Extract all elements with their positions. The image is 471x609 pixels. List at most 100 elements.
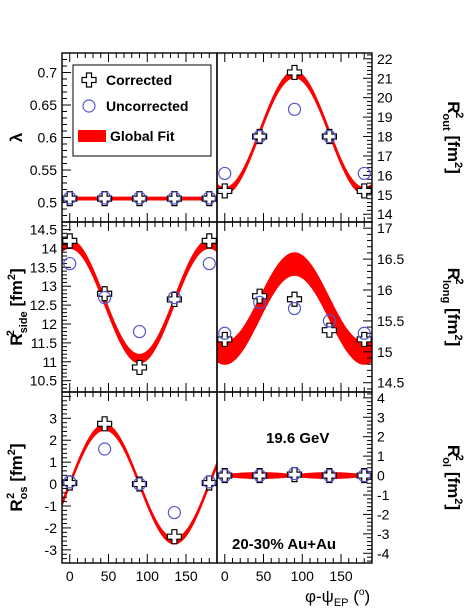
corrected-point <box>321 467 337 484</box>
y-axis-title-part: 2 <box>5 330 17 336</box>
y-tick-label: 1 <box>377 448 385 464</box>
x-axis-title-close: ) <box>364 587 370 606</box>
y-axis-title-part: 2 <box>452 498 464 504</box>
y-tick-label: 1 <box>49 454 57 470</box>
corrected-point <box>131 476 148 492</box>
y-tick-label: 16 <box>377 167 393 183</box>
uncorrected-point <box>322 314 336 328</box>
uncorrected-point <box>98 290 112 305</box>
x-tick-label: 150 <box>329 568 353 584</box>
y-tick-label: 0 <box>377 468 385 484</box>
y-tick-label: 14 <box>377 206 393 222</box>
y-axis-title-part: long <box>440 280 452 303</box>
corrected-point <box>62 191 78 207</box>
y-tick-label: -1 <box>377 487 390 503</box>
y-axis-title-part: [fm <box>444 467 463 498</box>
uncorrected-point <box>218 468 232 483</box>
y-tick-label: 16 <box>377 282 393 298</box>
y-tick-label: 16.5 <box>377 251 404 267</box>
uncorrected-point <box>287 467 302 481</box>
panel-frame <box>216 221 373 393</box>
corrected-point <box>166 191 182 207</box>
fit-band-rlong2 <box>217 252 372 365</box>
y-axis-title-rol2: Rol2 [fm2] <box>440 445 465 510</box>
fit-band-rout2 <box>217 70 372 195</box>
y-tick-label: 0.7 <box>38 65 58 81</box>
x-tick-label: 50 <box>256 568 272 584</box>
y-tick-label: 17 <box>377 220 393 236</box>
corrected-point <box>201 191 217 207</box>
uncorrected-point <box>132 324 147 339</box>
y-tick-label: 15.5 <box>377 313 404 329</box>
uncorrected-point <box>98 442 112 456</box>
y-axis-title-part: ] <box>444 504 463 510</box>
y-axis-title-part: 2 <box>452 162 464 168</box>
legend-fit-swatch <box>78 130 106 142</box>
x-tick-label: 150 <box>174 568 198 584</box>
y-axis-title-lambda: λ <box>7 132 26 142</box>
uncorrected-point <box>357 326 371 340</box>
y-tick-label: 12 <box>41 316 57 332</box>
corrected-point <box>97 191 113 207</box>
corrected-point <box>97 286 113 302</box>
y-tick-label: -4 <box>377 545 390 561</box>
y-tick-label: 22 <box>377 51 393 67</box>
uncorrected-point <box>202 256 216 271</box>
uncorrected-point <box>218 326 232 340</box>
y-axis-title-ros2: Ros2 [fm2] <box>5 443 30 511</box>
legend-fit-label: Global Fit <box>110 128 175 144</box>
x-tick-label: 100 <box>136 568 160 584</box>
y-tick-label: 15 <box>377 187 393 203</box>
x-axis-title: φ-ψEP (o) <box>305 587 370 609</box>
corrected-point <box>166 529 182 545</box>
uncorrected-point <box>218 166 232 181</box>
uncorrected-point <box>357 468 371 483</box>
corrected-point <box>286 64 303 81</box>
y-axis-title-part: R <box>7 333 26 345</box>
y-axis-title-part: [fm <box>444 131 463 162</box>
uncorrected-point <box>253 129 267 144</box>
y-tick-label: 13 <box>41 278 57 294</box>
uncorrected-point <box>253 295 267 309</box>
corrected-point <box>286 466 303 483</box>
uncorrected-point <box>167 191 181 205</box>
y-tick-label: 3 <box>49 410 57 426</box>
uncorrected-point <box>98 191 112 205</box>
y-axis-title-part: [fm <box>444 303 463 334</box>
uncorrected-point <box>357 166 371 181</box>
corrected-point <box>131 191 148 207</box>
corrected-point <box>201 233 217 249</box>
corrected-point <box>321 322 337 338</box>
y-tick-label: 15 <box>377 344 393 360</box>
y-axis-title-part: side <box>18 311 30 333</box>
y-tick-label: 11 <box>42 354 57 370</box>
uncorrected-point <box>132 191 147 205</box>
y-tick-label: 10.5 <box>30 373 57 389</box>
y-axis-title-part: out <box>440 114 452 131</box>
x-axis-title-unit: ( <box>349 587 360 606</box>
corrected-point <box>217 467 233 484</box>
y-axis-title-part: [fm <box>7 280 26 311</box>
x-tick-label: 100 <box>291 568 315 584</box>
y-axis-title-part: [fm <box>7 455 26 486</box>
y-tick-label: -2 <box>45 520 58 536</box>
y-tick-label: -3 <box>377 526 390 542</box>
corrected-point <box>62 233 78 249</box>
uncorrected-point <box>63 475 77 489</box>
uncorrected-point <box>202 191 216 205</box>
x-axis-title-sub: EP <box>334 597 349 609</box>
y-tick-label: 11.5 <box>31 335 57 351</box>
corrected-point <box>321 128 337 145</box>
y-tick-label: -2 <box>377 506 390 522</box>
corrected-point <box>356 467 372 484</box>
y-tick-label: 20 <box>377 90 393 106</box>
corrected-point <box>356 183 372 199</box>
uncorrected-point <box>132 477 147 491</box>
y-axis-title-part: R <box>7 499 26 511</box>
y-tick-label: 19 <box>377 109 393 125</box>
